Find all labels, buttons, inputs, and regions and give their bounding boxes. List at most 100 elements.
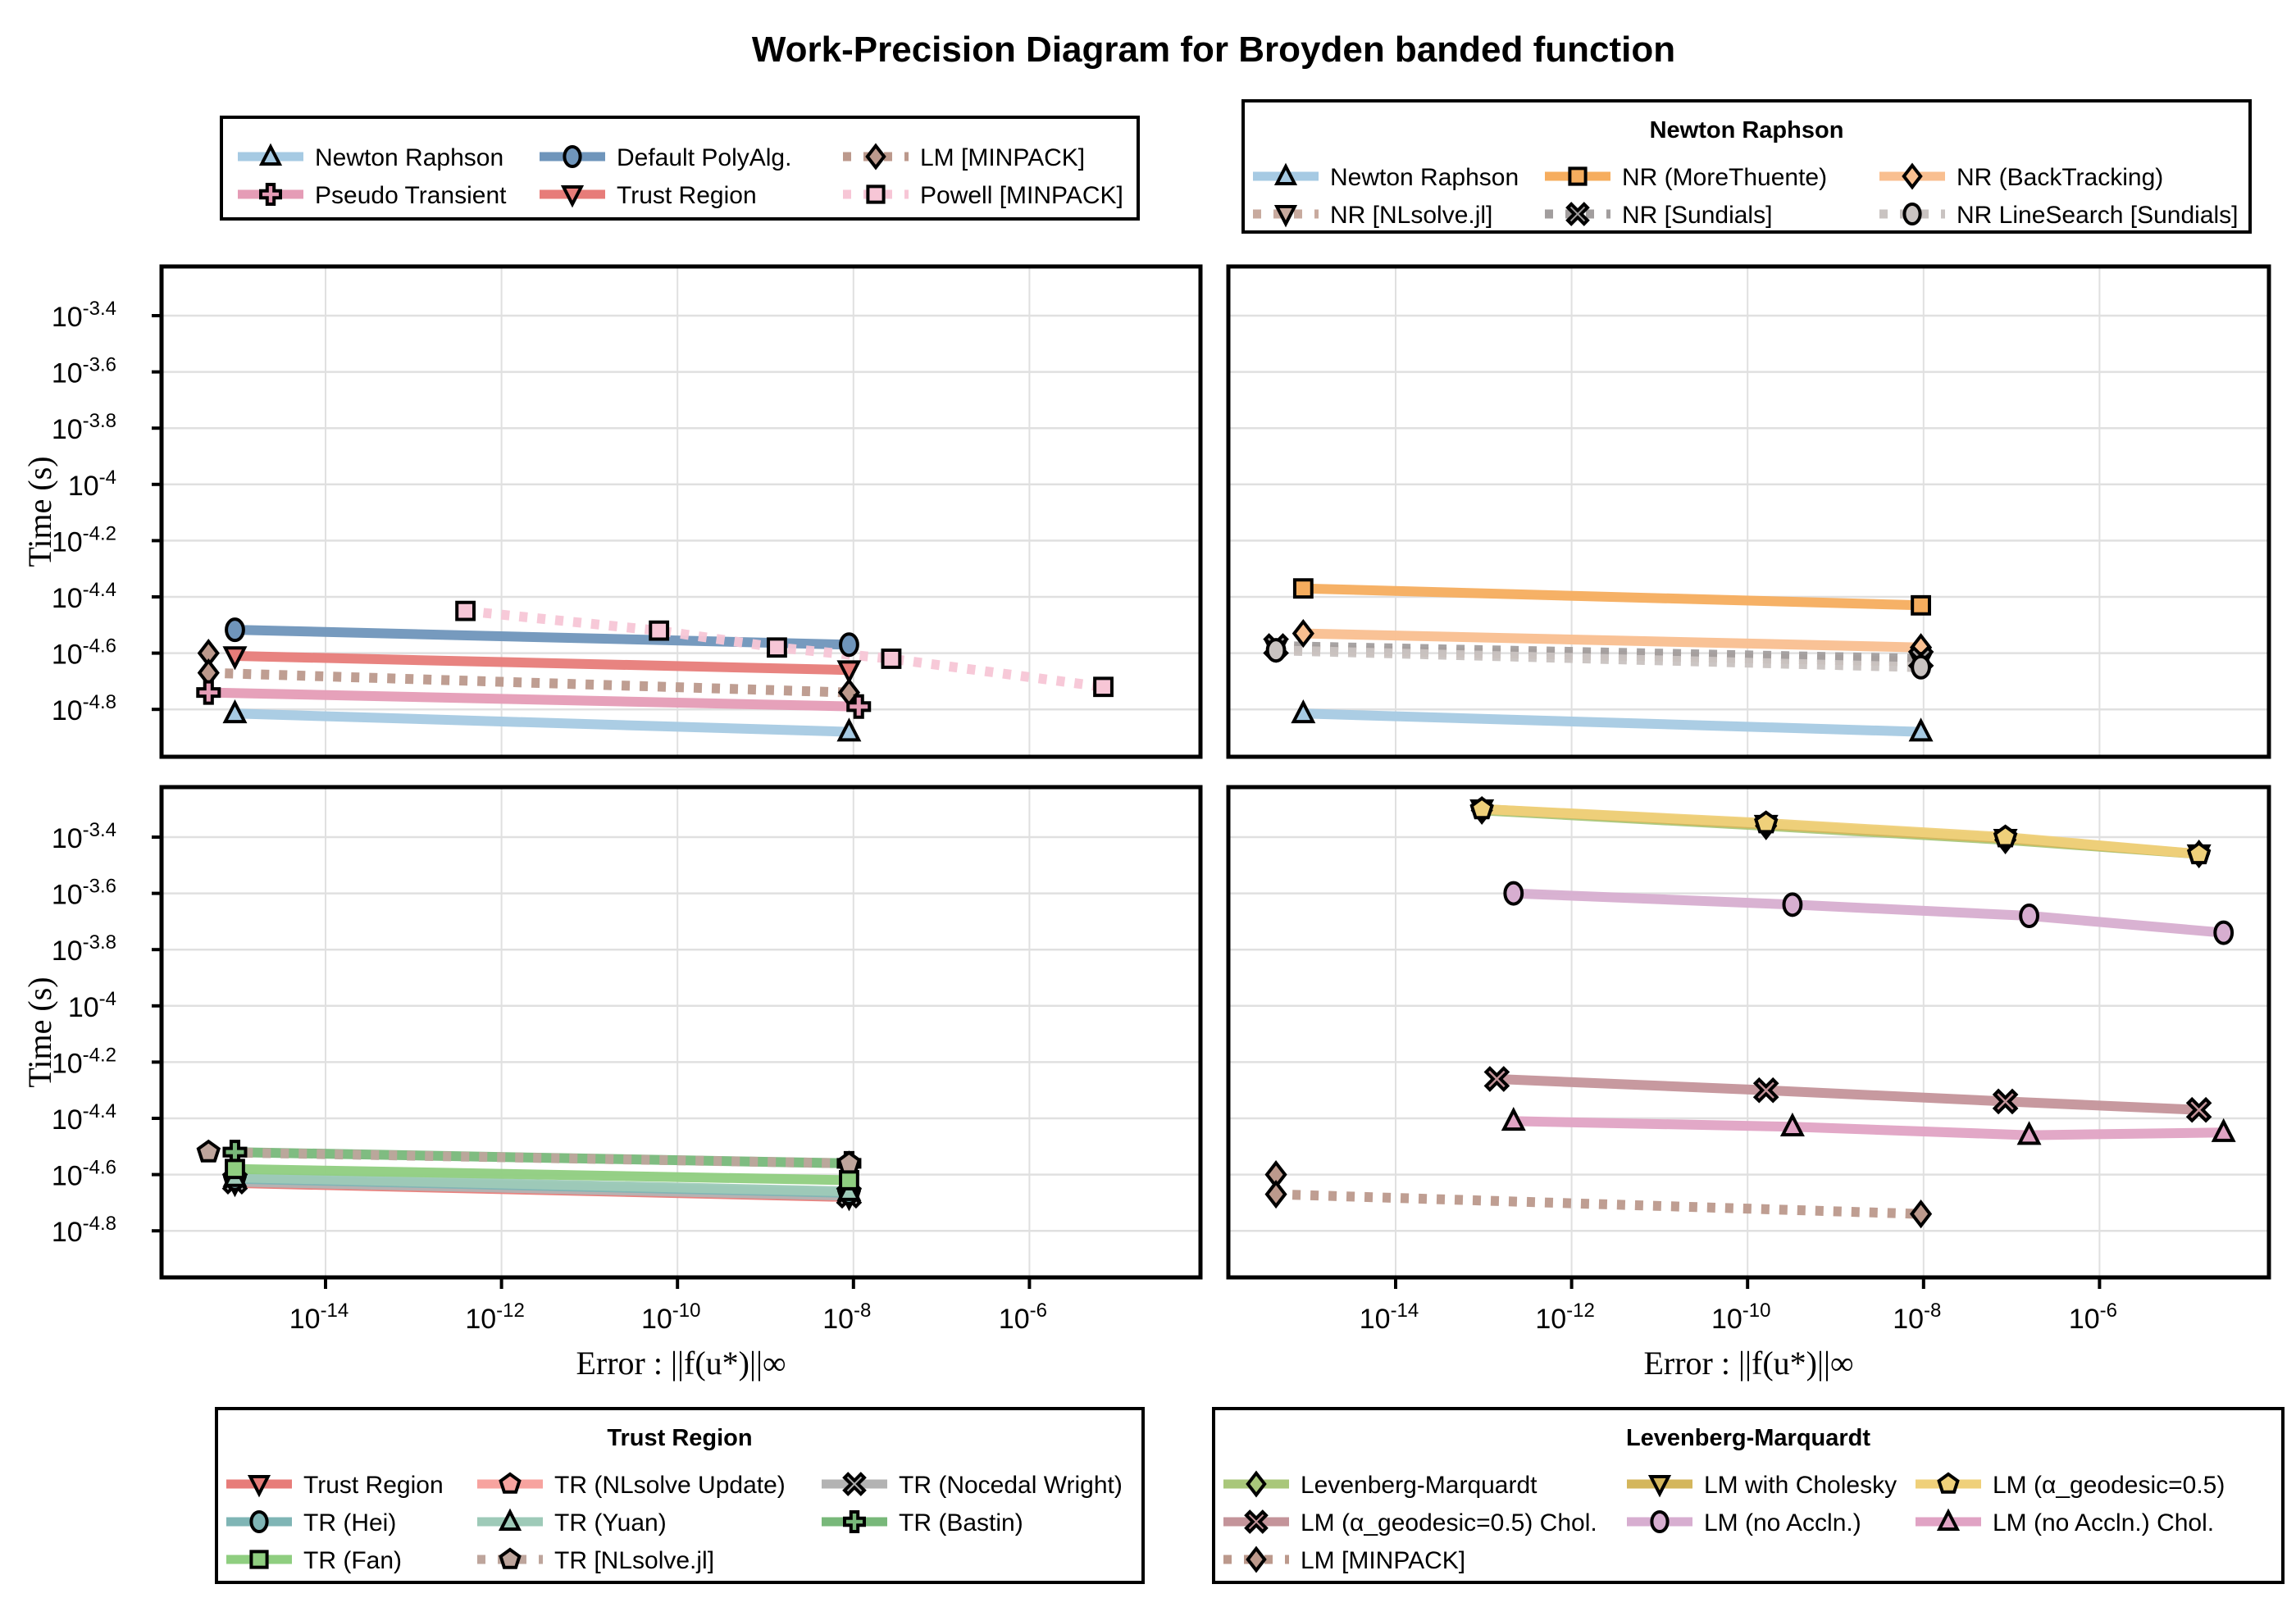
legend-item[interactable]: NR [NLsolve.jl]: [1253, 202, 1492, 229]
legend-item[interactable]: Newton Raphson: [1253, 162, 1519, 191]
legend-marker-square-icon: [1568, 166, 1588, 186]
legend-item[interactable]: NR LineSearch [Sundials]: [1879, 202, 2239, 229]
x-tick-label: 10-12: [465, 1300, 525, 1335]
legend-label: Powell [MINPACK]: [920, 182, 1123, 209]
legend-item[interactable]: Newton Raphson: [238, 143, 503, 171]
legend-frame: [1241, 99, 2252, 234]
data-point: [2019, 904, 2039, 929]
legend-item[interactable]: Pseudo Transient: [238, 182, 507, 209]
legend-marker-cross-icon: [259, 183, 282, 206]
data-point: [1779, 1112, 1805, 1137]
legend-item[interactable]: LM [MINPACK]: [843, 143, 1085, 171]
series-line: [1303, 583, 1921, 611]
legend-item[interactable]: Powell [MINPACK]: [843, 182, 1123, 209]
legend-label: LM (α_geodesic=0.5): [1993, 1472, 2225, 1499]
data-point: [1292, 619, 1314, 649]
data-point: [836, 660, 862, 685]
series-line: [235, 625, 850, 650]
legend-label: TR (Bastin): [899, 1509, 1023, 1536]
legend-label: NR LineSearch [Sundials]: [1957, 202, 2239, 229]
legend-marker-square-icon: [249, 1550, 269, 1569]
data-point: [1501, 1107, 1526, 1131]
data-point: [1911, 594, 1931, 616]
legend-item[interactable]: LM (α_geodesic=0.5) Chol.: [1223, 1509, 1597, 1536]
x-tick-label: 10-6: [999, 1300, 1047, 1335]
legend-item[interactable]: TR [NLsolve.jl]: [477, 1547, 714, 1574]
series-line: [1496, 1074, 2199, 1115]
legend-label: Trust Region: [303, 1472, 444, 1499]
legend-item[interactable]: TR (Hei): [226, 1509, 396, 1536]
legend-item[interactable]: NR (BackTracking): [1879, 162, 2163, 191]
axes-frame: [1226, 264, 2271, 759]
legend-marker-diamond-icon: [1246, 1470, 1267, 1498]
legend-label: Newton Raphson: [315, 144, 503, 171]
legend-item[interactable]: NR [Sundials]: [1545, 202, 1772, 229]
panel-top-right: [1226, 264, 2271, 759]
legend-marker-square-icon: [866, 184, 886, 204]
y-tick-label: 10-3.4: [52, 298, 116, 333]
legend-marker-triangle-up-icon: [258, 143, 283, 166]
data-point: [225, 617, 245, 643]
x-tick-label: 10-14: [1360, 1300, 1419, 1335]
legend-item[interactable]: LM with Cholesky: [1627, 1472, 1897, 1499]
legend-item[interactable]: Levenberg-Marquardt: [1223, 1470, 1538, 1499]
legend-item[interactable]: LM (α_geodesic=0.5): [1916, 1472, 2225, 1499]
legend-item[interactable]: LM [MINPACK]: [1223, 1546, 1465, 1574]
data-point: [225, 1159, 245, 1180]
data-point: [1908, 717, 1934, 742]
legend-item[interactable]: TR (Yuan): [477, 1508, 667, 1536]
y-tick-label: 10-4: [68, 467, 116, 502]
data-point: [649, 620, 670, 641]
legend-marker-x-cross-icon: [1565, 202, 1590, 226]
data-point: [1752, 1077, 1779, 1104]
y-tick-label: 10-3.6: [52, 876, 116, 911]
series-line: [1481, 804, 2200, 859]
legend-top-right: Newton Raphson Newton Raphson NR (MoreThue…: [1241, 99, 2252, 234]
data-point: [1469, 796, 1494, 820]
data-point: [1265, 638, 1287, 663]
data-point: [1992, 1088, 2019, 1115]
data-point: [846, 694, 872, 719]
legend-item[interactable]: TR (NLsolve Update): [477, 1472, 786, 1499]
legend-label: LM with Cholesky: [1704, 1472, 1897, 1499]
legend-label: TR (Hei): [303, 1509, 396, 1536]
legend-item[interactable]: LM (no Accln.) Chol.: [1916, 1508, 2214, 1536]
y-tick-label: 10-4.4: [52, 579, 116, 614]
legend-item[interactable]: Default PolyAlg.: [540, 144, 791, 171]
y-tick-label: 10-4: [68, 988, 116, 1023]
legend-label: Trust Region: [617, 182, 757, 209]
legend-marker-x-cross-icon: [842, 1472, 867, 1496]
legend-marker-diamond-icon: [1246, 1546, 1267, 1573]
legend-marker-x-cross-icon: [1244, 1509, 1269, 1534]
x-tick-label: 10-6: [2069, 1300, 2117, 1335]
y-tick-label: 10-4.8: [52, 1213, 116, 1248]
series-line: [1303, 708, 1921, 737]
data-point: [1911, 654, 1931, 680]
legend-label: NR [Sundials]: [1622, 202, 1772, 229]
legend-item[interactable]: TR (Fan): [226, 1547, 402, 1574]
legend-bottom-right: Levenberg-Marquardt Levenberg-Marquardt LM…: [1212, 1407, 2285, 1584]
legend-marker-cross-icon: [843, 1510, 866, 1533]
legend-label: TR [NLsolve.jl]: [554, 1547, 714, 1574]
series-line: [208, 687, 859, 712]
legend-marker-pentagon-icon: [499, 1547, 522, 1569]
y-tick-label: 10-4.8: [52, 691, 116, 726]
legend-label: LM [MINPACK]: [920, 144, 1085, 171]
legend-item[interactable]: TR (Nocedal Wright): [822, 1472, 1123, 1499]
axes-frame: [159, 264, 1203, 759]
data-point: [2213, 920, 2234, 945]
data-point: [1093, 676, 1114, 698]
legend-label: NR (BackTracking): [1957, 164, 2163, 191]
legend-item[interactable]: LM (no Accln.): [1627, 1509, 1861, 1536]
legend-item[interactable]: TR (Bastin): [822, 1509, 1023, 1536]
data-point: [222, 646, 248, 671]
legend-marker-diamond-icon: [865, 143, 886, 171]
legend-item[interactable]: Trust Region: [540, 182, 757, 209]
data-point: [839, 632, 859, 658]
legend-item[interactable]: NR (MoreThuente): [1545, 164, 1827, 191]
legend-top-left: Newton Raphson Default PolyAlg. LM [MINPAC…: [220, 116, 1140, 221]
panel-bottom-left: 10-3.4 10-3.6 10-3.8 10-4 10-4.2 10-4.4 10-4.6…: [21, 785, 1203, 1382]
legend-item[interactable]: Trust Region: [226, 1472, 444, 1499]
legend-marker-pentagon-icon: [499, 1472, 522, 1494]
